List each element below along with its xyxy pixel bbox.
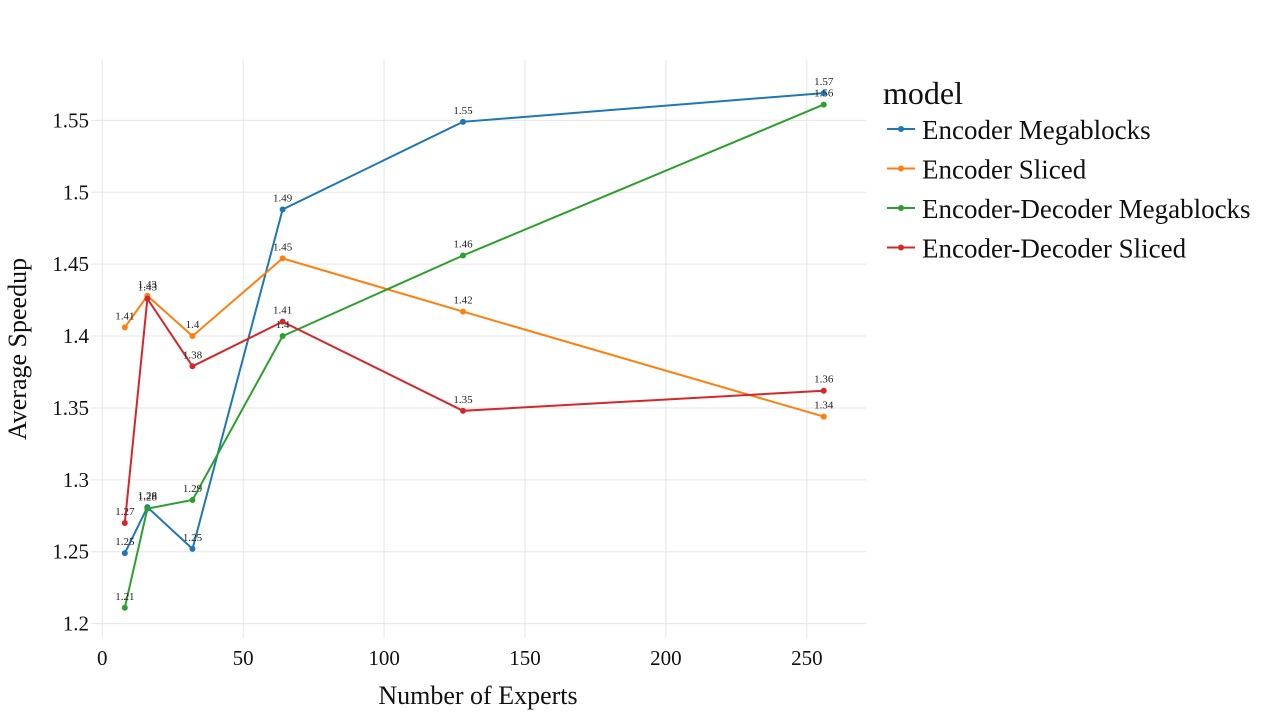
data-point bbox=[460, 252, 466, 259]
data-point bbox=[279, 206, 286, 213]
legend-label: Encoder-Decoder Megablocks bbox=[922, 194, 1251, 224]
series-line-2 bbox=[123, 103, 825, 609]
data-label: 1.49 bbox=[273, 193, 293, 205]
y-tick-label: 1.25 bbox=[52, 540, 89, 564]
data-label: 1.27 bbox=[115, 506, 135, 518]
x-tick-label: 200 bbox=[650, 646, 682, 670]
y-tick-label: 1.3 bbox=[63, 468, 89, 492]
data-point bbox=[189, 545, 196, 552]
data-point bbox=[121, 519, 128, 526]
data-label: 1.41 bbox=[273, 305, 292, 317]
data-label: 1.35 bbox=[453, 394, 473, 406]
y-tick-label: 1.2 bbox=[63, 612, 89, 636]
data-label: 1.43 bbox=[138, 282, 158, 294]
data-point bbox=[820, 101, 827, 108]
data-label: 1.25 bbox=[183, 532, 203, 544]
legend-swatch-marker bbox=[898, 205, 904, 211]
series-line-3 bbox=[123, 295, 824, 524]
data-point bbox=[121, 550, 128, 557]
data-point bbox=[279, 255, 286, 262]
legend-label: Encoder Megablocks bbox=[922, 115, 1151, 145]
legend-swatch-marker bbox=[898, 165, 904, 172]
x-tick-label: 100 bbox=[368, 646, 400, 670]
data-point bbox=[820, 90, 827, 97]
data-labels: 1.25 1.28 1.25 1.49 1.55 1.57 1.41 1.43 1.4 1.45 1… bbox=[115, 76, 834, 603]
data-label: 1.57 bbox=[814, 76, 834, 88]
y-tick-label: 1.5 bbox=[63, 180, 89, 204]
data-label: 1.28 bbox=[138, 490, 158, 502]
data-label: 1.46 bbox=[453, 239, 473, 251]
data-point bbox=[121, 604, 128, 611]
data-point bbox=[279, 333, 286, 340]
data-label: 1.55 bbox=[453, 105, 473, 117]
legend-label: Encoder Sliced bbox=[922, 155, 1087, 185]
data-label: 1.38 bbox=[183, 349, 203, 361]
legend-swatch-marker bbox=[898, 244, 904, 251]
data-label: 1.34 bbox=[814, 400, 834, 412]
x-tick-label: 50 bbox=[233, 646, 254, 670]
y-tick-label: 1.35 bbox=[52, 396, 89, 420]
data-label: 1.45 bbox=[273, 241, 293, 253]
data-label: 1.41 bbox=[115, 310, 134, 322]
x-axis-title: Number of Experts bbox=[378, 681, 577, 710]
legend-item[interactable]: Encoder-Decoder Megablocks bbox=[887, 194, 1251, 224]
y-axis-title: Average Speedup bbox=[3, 258, 32, 440]
data-label: 1.29 bbox=[183, 483, 203, 495]
y-tick-label: 1.45 bbox=[52, 252, 89, 276]
data-point bbox=[820, 387, 827, 394]
data-point bbox=[144, 295, 151, 302]
data-point bbox=[189, 363, 196, 370]
legend: model Encoder Megablocks Encoder Sliced En… bbox=[883, 75, 1251, 264]
data-point bbox=[144, 505, 151, 512]
data-label: 1.56 bbox=[814, 88, 834, 100]
series-layer bbox=[121, 90, 827, 611]
y-tick-label: 1.4 bbox=[63, 324, 90, 348]
legend-item[interactable]: Encoder Sliced bbox=[887, 155, 1087, 185]
series-line-0 bbox=[123, 92, 824, 554]
data-label: 1.42 bbox=[453, 295, 472, 307]
legend-item[interactable]: Encoder-Decoder Sliced bbox=[887, 234, 1187, 264]
gridlines bbox=[91, 60, 866, 638]
data-label: 1.21 bbox=[115, 591, 134, 603]
data-point bbox=[189, 333, 196, 340]
y-axis-ticks: 1.2 1.25 1.3 1.35 1.4 1.45 1.5 1.55 bbox=[52, 108, 89, 635]
data-point bbox=[189, 496, 196, 503]
legend-swatch-marker bbox=[898, 126, 904, 132]
legend-title: model bbox=[883, 75, 963, 111]
data-label: 1.4 bbox=[186, 319, 200, 331]
legend-item[interactable]: Encoder Megablocks bbox=[887, 115, 1151, 145]
data-label: 1.43 bbox=[138, 279, 158, 291]
legend-label: Encoder-Decoder Sliced bbox=[922, 234, 1187, 264]
data-point bbox=[460, 407, 466, 414]
data-point bbox=[820, 413, 827, 420]
x-axis-ticks: 0 50 100 150 200 250 bbox=[97, 646, 823, 670]
data-point bbox=[460, 308, 466, 315]
x-tick-label: 250 bbox=[791, 646, 823, 670]
data-label: 1.36 bbox=[814, 374, 834, 386]
x-tick-label: 0 bbox=[97, 646, 108, 670]
x-tick-label: 150 bbox=[509, 646, 541, 670]
data-label: 1.25 bbox=[115, 536, 135, 548]
series-line-1 bbox=[123, 257, 824, 418]
data-point bbox=[279, 318, 286, 325]
data-label: 1.28 bbox=[138, 492, 158, 504]
data-point bbox=[460, 118, 466, 125]
y-tick-label: 1.55 bbox=[52, 108, 89, 132]
data-point bbox=[121, 324, 128, 331]
data-label: 1.4 bbox=[276, 319, 290, 331]
